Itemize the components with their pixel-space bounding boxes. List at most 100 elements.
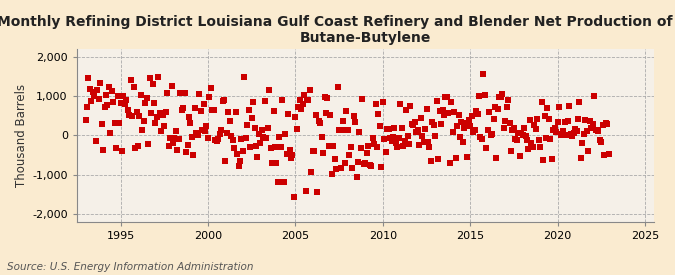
Point — [367, 136, 378, 141]
Point — [182, 142, 193, 147]
Point — [560, 120, 570, 125]
Point — [103, 85, 114, 89]
Point — [585, 119, 595, 123]
Point — [581, 129, 592, 133]
Point — [543, 117, 554, 122]
Point — [391, 141, 402, 146]
Point — [459, 126, 470, 130]
Point — [181, 150, 192, 155]
Point — [150, 121, 161, 125]
Point — [360, 161, 371, 165]
Point — [84, 87, 95, 91]
Point — [95, 81, 105, 86]
Point — [290, 115, 301, 120]
Point — [458, 140, 468, 144]
Point — [479, 92, 490, 97]
Point — [572, 117, 583, 121]
Point — [498, 126, 509, 131]
Point — [196, 128, 207, 133]
Point — [475, 135, 486, 139]
Point — [82, 104, 92, 109]
Point — [267, 161, 277, 166]
Point — [316, 135, 327, 139]
Point — [522, 138, 533, 142]
Point — [481, 145, 491, 150]
Point — [408, 122, 418, 127]
Point — [297, 102, 308, 106]
Point — [507, 128, 518, 132]
Point — [186, 135, 197, 139]
Point — [493, 107, 504, 111]
Point — [263, 125, 273, 130]
Point — [271, 161, 282, 165]
Point — [603, 152, 614, 156]
Point — [450, 155, 461, 160]
Point — [245, 145, 256, 149]
Point — [429, 123, 439, 128]
Point — [539, 114, 550, 118]
Point — [366, 164, 377, 168]
Point — [416, 134, 427, 138]
Point — [576, 156, 587, 160]
Point — [463, 118, 474, 122]
Point — [140, 101, 151, 105]
Point — [346, 145, 356, 149]
Point — [424, 145, 435, 149]
Point — [169, 136, 180, 141]
Point — [101, 93, 111, 97]
Point — [246, 116, 257, 121]
Point — [173, 137, 184, 141]
Point — [303, 98, 314, 103]
Point — [465, 124, 476, 128]
Point — [115, 101, 126, 105]
Point — [176, 108, 187, 112]
Point — [446, 100, 457, 104]
Point — [333, 127, 344, 132]
Point — [562, 119, 573, 123]
Point — [546, 156, 557, 161]
Point — [111, 146, 122, 151]
Point — [277, 98, 288, 102]
Point — [351, 175, 362, 180]
Point — [448, 130, 458, 135]
Point — [555, 132, 566, 137]
Point — [109, 121, 120, 125]
Point — [433, 156, 443, 161]
Point — [557, 131, 568, 136]
Point — [449, 109, 460, 114]
Point — [88, 89, 99, 94]
Point — [472, 112, 483, 116]
Point — [226, 133, 237, 138]
Point — [411, 130, 422, 134]
Point — [404, 141, 414, 146]
Point — [567, 134, 578, 138]
Point — [299, 93, 310, 97]
Point — [118, 94, 129, 99]
Point — [124, 113, 135, 117]
Point — [587, 121, 598, 126]
Point — [379, 136, 389, 141]
Point — [512, 138, 522, 142]
Point — [462, 154, 472, 159]
Point — [564, 103, 574, 108]
Point — [184, 115, 194, 119]
Point — [288, 195, 299, 199]
Point — [415, 116, 426, 120]
Point — [281, 152, 292, 156]
Point — [439, 113, 450, 117]
Point — [549, 126, 560, 130]
Point — [331, 166, 342, 171]
Point — [192, 133, 203, 137]
Point — [223, 110, 234, 114]
Point — [152, 114, 163, 119]
Point — [319, 95, 330, 100]
Point — [401, 108, 412, 112]
Point — [321, 111, 331, 115]
Point — [456, 120, 467, 124]
Point — [523, 147, 534, 151]
Point — [167, 141, 178, 145]
Point — [105, 131, 115, 136]
Point — [230, 110, 241, 114]
Point — [286, 156, 296, 160]
Point — [591, 128, 602, 132]
